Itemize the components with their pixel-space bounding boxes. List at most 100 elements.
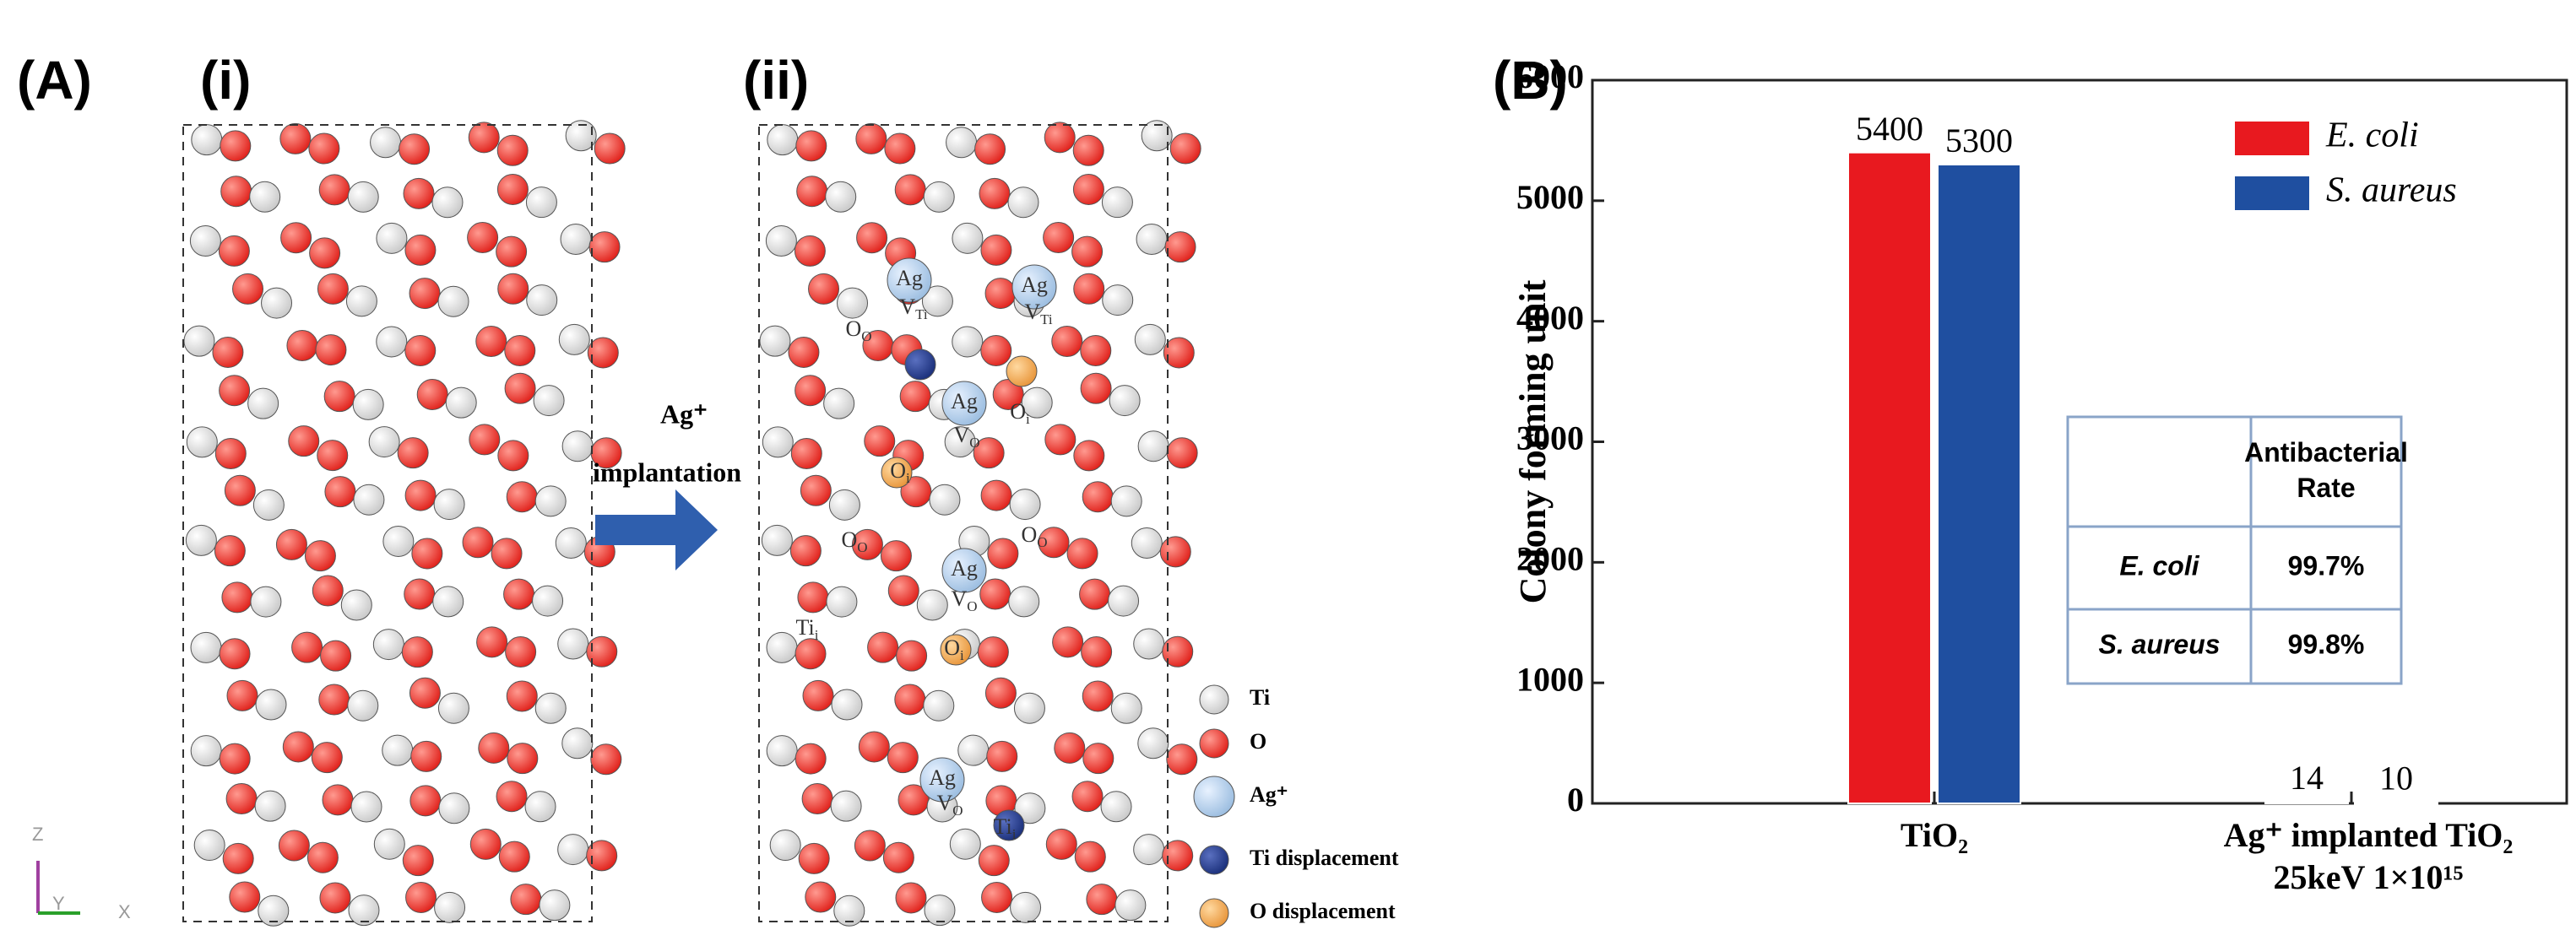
atom <box>864 425 896 457</box>
atom <box>1008 586 1040 618</box>
atom <box>462 527 494 559</box>
atom <box>507 743 539 775</box>
atom <box>1137 727 1169 760</box>
atom <box>586 635 618 668</box>
structure-legend-label: Ag⁺ <box>1250 782 1288 807</box>
atom <box>1007 186 1039 219</box>
atom-label-main: V <box>953 423 969 447</box>
atom <box>437 285 469 317</box>
atom-label-main: Ti <box>796 615 815 640</box>
legend-swatch <box>2235 176 2309 210</box>
atom-label-sub: i <box>1026 411 1030 427</box>
atom <box>1082 743 1114 775</box>
atom <box>525 186 557 219</box>
bar <box>2264 801 2349 805</box>
atom <box>882 841 914 873</box>
atom <box>291 631 323 663</box>
atom <box>1073 440 1105 472</box>
atom <box>496 173 529 205</box>
atom <box>438 792 470 824</box>
structure-legend-label: O displacement <box>1250 899 1396 923</box>
atom <box>1073 273 1105 305</box>
atom <box>255 689 287 721</box>
atom <box>468 122 500 154</box>
atom <box>1133 834 1165 866</box>
atom <box>984 677 1017 709</box>
atom <box>404 479 437 511</box>
atom <box>887 575 919 607</box>
atom <box>944 426 976 458</box>
atom <box>221 581 253 614</box>
atom <box>1166 743 1198 776</box>
atom <box>1044 122 1076 154</box>
atom <box>557 834 589 866</box>
atom <box>765 225 797 257</box>
atom <box>856 222 888 254</box>
atom <box>1054 732 1086 764</box>
value-label: 5400 <box>1856 110 1923 148</box>
table-cell: E. coli <box>2119 550 2199 581</box>
atom-label: Ag <box>951 389 978 414</box>
atom <box>433 489 465 521</box>
atom <box>232 273 264 305</box>
y-tick-label: 3000 <box>1516 419 1584 457</box>
atom <box>1199 845 1229 875</box>
atom <box>978 845 1010 877</box>
atom <box>557 628 589 660</box>
atom-label: OO <box>1021 522 1047 550</box>
atom <box>186 426 218 458</box>
atom <box>368 426 400 458</box>
atom <box>252 489 285 521</box>
atom <box>185 524 217 556</box>
atom <box>1110 692 1142 724</box>
y-tick-label: 2000 <box>1516 540 1584 578</box>
atom <box>469 828 502 860</box>
atom <box>560 224 592 256</box>
atom <box>382 734 414 766</box>
atom <box>319 882 351 914</box>
atom <box>278 830 310 862</box>
atom <box>219 375 251 407</box>
table-cell: S. aureus <box>2098 629 2220 659</box>
atom <box>218 235 250 267</box>
atom <box>899 381 931 413</box>
atom-label: Ag <box>1021 273 1048 297</box>
table-cell: 99.7% <box>2288 550 2365 581</box>
bar <box>1937 163 2021 804</box>
atom <box>229 881 261 913</box>
atom <box>505 636 537 668</box>
atom <box>887 742 919 774</box>
atom-label-sub: i <box>906 470 910 486</box>
atom-label-main: O <box>841 527 857 552</box>
atom <box>1079 578 1111 610</box>
atom <box>399 133 431 165</box>
atom <box>317 273 349 305</box>
atom <box>308 132 340 165</box>
atom <box>808 273 840 305</box>
structure-legend-label: Ti <box>1250 685 1270 710</box>
atom <box>1071 235 1104 268</box>
bar <box>1847 151 1932 804</box>
value-label: 14 <box>2290 759 2324 797</box>
atom <box>437 692 469 724</box>
atom <box>587 337 619 369</box>
atom <box>258 895 290 927</box>
atom <box>431 186 464 219</box>
atom <box>795 130 827 162</box>
atom <box>555 527 587 559</box>
atom <box>794 375 827 407</box>
atom <box>189 225 221 257</box>
atom <box>434 891 466 923</box>
atom-label-sub: i <box>815 627 819 643</box>
atom <box>977 636 1009 668</box>
atom <box>558 323 590 355</box>
structure-legend-label: Ti displacement <box>1250 846 1399 870</box>
atom <box>214 535 246 567</box>
atom <box>497 440 529 472</box>
atom <box>881 457 913 489</box>
atom-label: Oi <box>890 458 910 486</box>
atom <box>800 474 832 506</box>
atom <box>219 743 251 775</box>
atom <box>921 285 953 317</box>
